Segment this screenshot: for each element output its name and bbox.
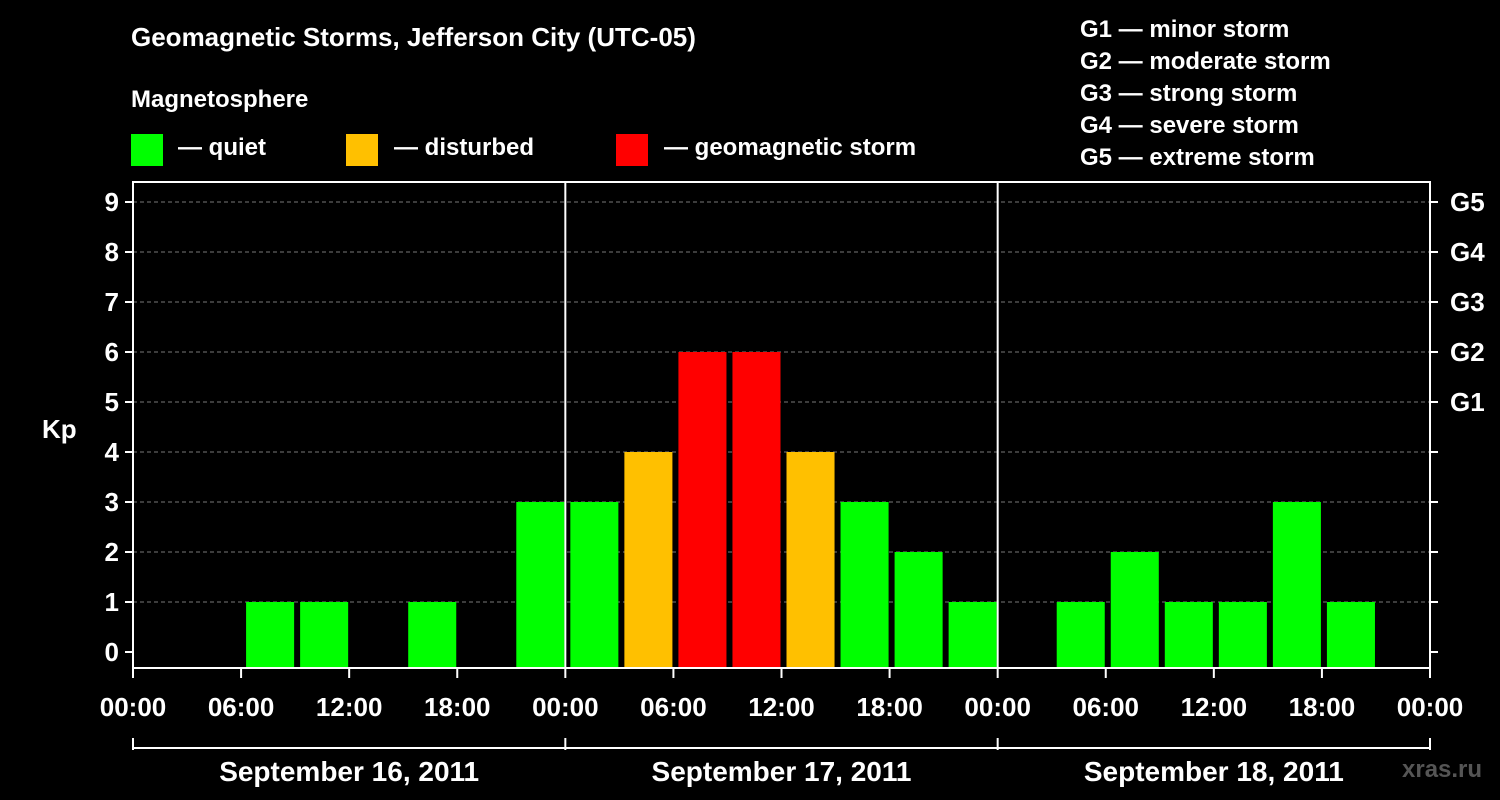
y-tick-label: 3 [105, 487, 119, 517]
y-tick-label: 8 [105, 237, 119, 267]
x-tick-label: 12:00 [316, 692, 383, 722]
y-tick-label: 1 [105, 587, 119, 617]
kp-bar [840, 502, 889, 668]
y-tick-label: 2 [105, 537, 119, 567]
kp-bar [948, 602, 997, 668]
x-tick-label: 18:00 [856, 692, 923, 722]
x-tick-label: 12:00 [748, 692, 815, 722]
plot-frame [132, 181, 1431, 669]
x-tick-label: 00:00 [532, 692, 599, 722]
g-level-label: G4 [1450, 237, 1485, 267]
kp-bar [786, 452, 835, 668]
g-level-label: G3 [1450, 287, 1485, 317]
watermark: xras.ru [1402, 756, 1483, 783]
kp-bar [1110, 552, 1159, 668]
kp-bar [678, 352, 727, 668]
day-label: September 16, 2011 [219, 756, 479, 787]
x-tick-label: 12:00 [1181, 692, 1248, 722]
y-tick-label: 7 [105, 287, 119, 317]
x-tick-label: 00:00 [100, 692, 167, 722]
kp-bar [570, 502, 619, 668]
x-tick-label: 06:00 [640, 692, 707, 722]
kp-bar [246, 602, 295, 668]
g-level-label: G2 [1450, 337, 1485, 367]
kp-bar [1056, 602, 1105, 668]
x-tick-label: 06:00 [1073, 692, 1140, 722]
kp-bar [516, 502, 565, 668]
g-scale-g5: G5 — extreme storm [1080, 144, 1315, 171]
y-axis-label: Kp [42, 414, 77, 444]
y-tick-label: 6 [105, 337, 119, 367]
x-tick-label: 06:00 [208, 692, 275, 722]
legend-swatch-disturbed [346, 134, 378, 166]
legend-label-quiet: — quiet [178, 134, 266, 161]
g-scale-g3: G3 — strong storm [1080, 80, 1298, 107]
kp-bar [1164, 602, 1213, 668]
chart-title: Geomagnetic Storms, Jefferson City (UTC-… [131, 22, 696, 52]
kp-bar [894, 552, 943, 668]
day-label: September 18, 2011 [1084, 756, 1344, 787]
x-tick-label: 18:00 [1289, 692, 1356, 722]
y-tick-label: 0 [105, 637, 119, 667]
kp-bar [1326, 602, 1375, 668]
g-scale-g1: G1 — minor storm [1080, 16, 1290, 43]
kp-bar [1218, 602, 1267, 668]
y-tick-label: 5 [105, 387, 119, 417]
g-scale-g2: G2 — moderate storm [1080, 48, 1331, 75]
g-scale-g4: G4 — severe storm [1080, 112, 1299, 139]
legend-heading: Magnetosphere [131, 86, 309, 113]
kp-bar [624, 452, 673, 668]
x-tick-label: 00:00 [1397, 692, 1464, 722]
day-label: September 17, 2011 [652, 756, 912, 787]
kp-bar [408, 602, 457, 668]
legend-label-storm: — geomagnetic storm [664, 134, 917, 161]
y-tick-label: 4 [105, 437, 120, 467]
legend-swatch-storm [616, 134, 648, 166]
g-level-label: G1 [1450, 387, 1485, 417]
legend-swatch-quiet [131, 134, 163, 166]
legend-label-disturbed: — disturbed [394, 134, 535, 161]
x-tick-label: 00:00 [964, 692, 1031, 722]
x-tick-label: 18:00 [424, 692, 491, 722]
g-level-label: G5 [1450, 187, 1485, 217]
y-tick-label: 9 [105, 187, 119, 217]
kp-bar [732, 352, 781, 668]
kp-bar [300, 602, 349, 668]
kp-bar [1272, 502, 1321, 668]
